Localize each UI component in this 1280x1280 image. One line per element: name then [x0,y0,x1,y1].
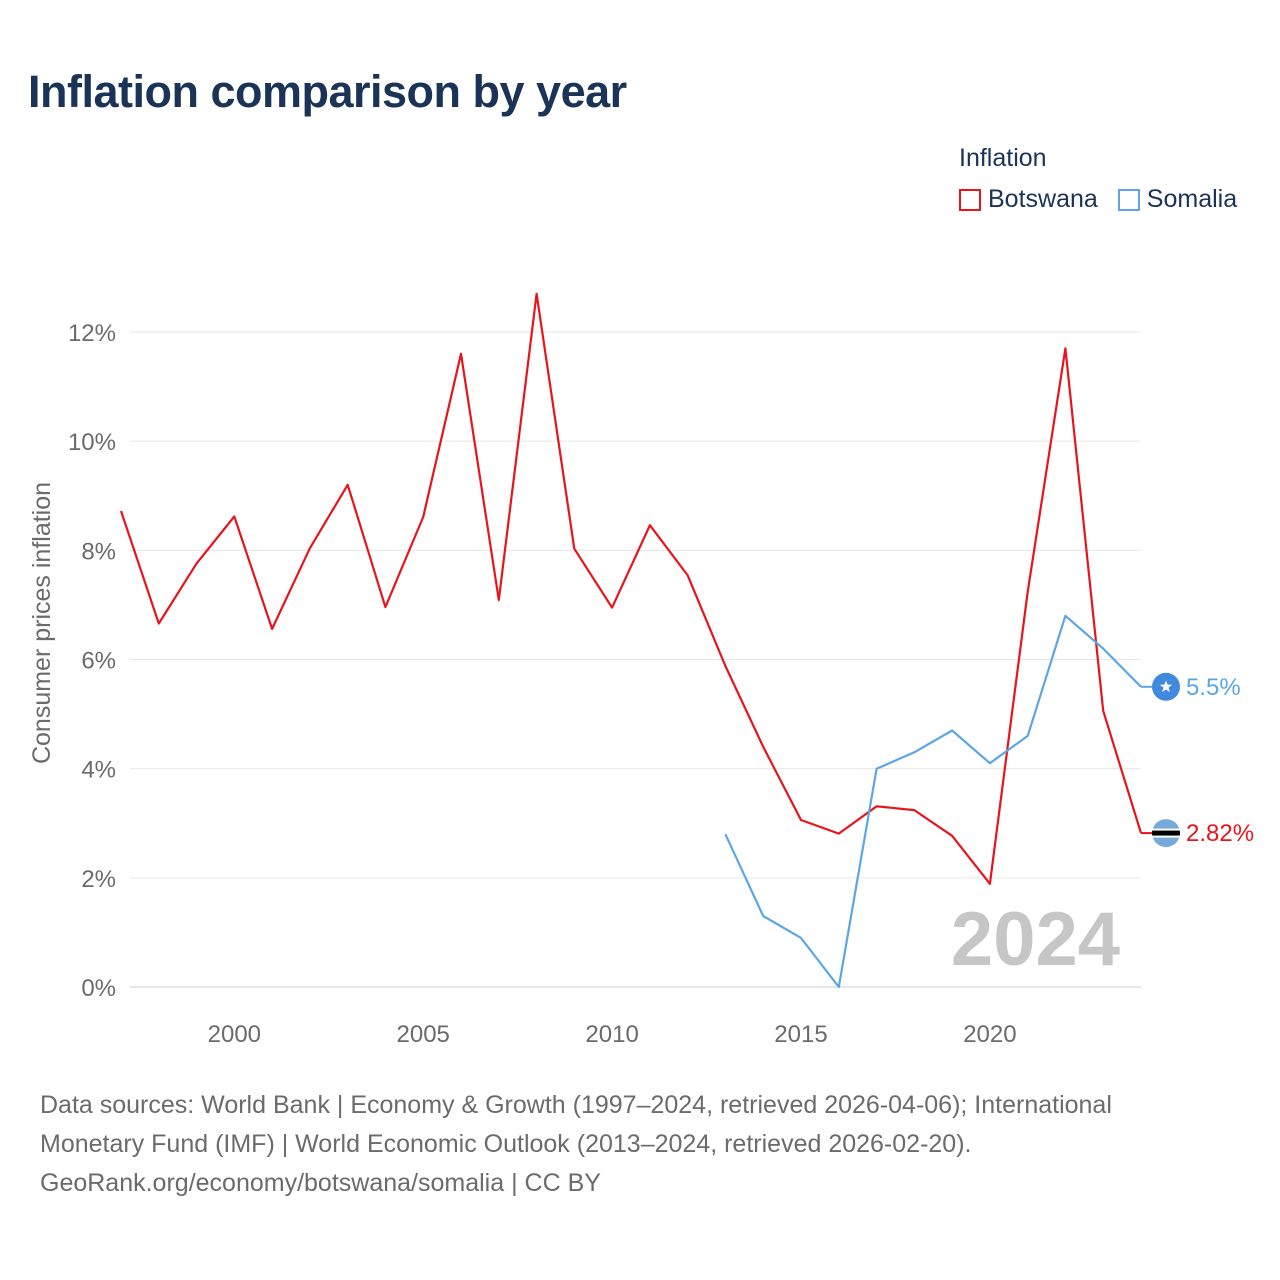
y-tick-label: 4% [81,757,116,784]
data-point-botswana[interactable] [533,290,541,298]
y-axis-title: Consumer prices inflation [28,482,56,764]
series-line-somalia[interactable] [724,614,1142,989]
data-point-botswana[interactable] [759,743,767,751]
data-point-botswana[interactable] [570,545,578,553]
data-point-botswana[interactable] [1099,707,1107,715]
flag-somalia-icon [1152,672,1180,701]
footer-line-3: GeoRank.org/economy/botswana/somalia | C… [40,1169,601,1197]
y-tick-label: 6% [81,648,116,675]
data-point-botswana[interactable] [419,513,427,521]
end-label-botswana: 2.82% [1186,820,1254,847]
data-point-somalia[interactable] [759,912,767,920]
legend: Botswana Somalia [959,185,1237,214]
data-point-somalia[interactable] [1061,612,1069,620]
data-point-botswana[interactable] [457,350,465,358]
data-point-botswana[interactable] [1061,344,1069,352]
data-point-botswana[interactable] [948,832,956,840]
y-axis-ticks: 0% 2% 4% 6% 8% 10% 12% [68,320,116,1002]
series-line-botswana[interactable] [119,292,1143,885]
data-point-somalia[interactable] [721,830,729,838]
data-point-botswana[interactable] [608,604,616,612]
data-point-somalia[interactable] [873,765,881,773]
grid-lines [130,331,1141,879]
series-layer [117,290,1143,991]
data-point-somalia[interactable] [1099,645,1107,653]
data-point-botswana[interactable] [910,806,918,814]
legend-swatch-botswana [959,188,981,211]
data-point-botswana[interactable] [1024,588,1032,596]
x-axis-ticks: 2000 2005 2010 2015 2020 [208,1021,1017,1048]
data-point-botswana[interactable] [721,662,729,670]
data-point-botswana[interactable] [684,571,692,579]
data-point-somalia[interactable] [948,726,956,734]
data-point-botswana[interactable] [381,603,389,611]
data-point-somalia[interactable] [910,748,918,756]
line-chart: 0% 2% 4% 6% 8% 10% 12% 2000 2005 2010 2015 2020 Co… [28,290,1254,1048]
data-point-somalia[interactable] [835,983,843,991]
data-point-somalia[interactable] [986,759,994,767]
footer-sources: Data sources: World Bank | Economy & Gro… [40,1086,1240,1203]
data-point-botswana[interactable] [646,521,654,529]
data-point-somalia[interactable] [1024,732,1032,740]
data-point-botswana[interactable] [495,596,503,604]
data-point-botswana[interactable] [797,816,805,824]
chart-title: Inflation comparison by year [28,66,627,117]
footer-line-1: Data sources: World Bank | Economy & Gro… [40,1091,1112,1119]
data-point-botswana[interactable] [268,625,276,633]
legend-item-somalia[interactable]: Somalia [1117,185,1238,214]
y-tick-label: 0% [81,975,116,1002]
legend-swatch-somalia [1117,188,1140,211]
x-tick-label: 2020 [963,1021,1016,1048]
data-point-botswana[interactable] [835,830,843,838]
data-point-botswana[interactable] [344,481,352,489]
end-label-somalia: 5.5% [1186,674,1241,701]
x-tick-label: 2015 [774,1021,827,1048]
legend-label-somalia: Somalia [1146,185,1238,213]
data-point-botswana[interactable] [306,544,314,552]
y-tick-label: 8% [81,538,116,565]
x-tick-label: 2005 [397,1021,450,1048]
x-tick-label: 2000 [208,1021,261,1048]
data-point-botswana[interactable] [230,512,238,520]
data-point-botswana[interactable] [117,507,125,515]
x-tick-label: 2010 [585,1021,638,1048]
data-point-botswana[interactable] [873,802,881,810]
legend-label-botswana: Botswana [988,185,1098,213]
legend-item-botswana[interactable]: Botswana [959,185,1098,214]
y-tick-label: 2% [81,866,116,893]
y-tick-label: 12% [68,320,116,347]
y-tick-label: 10% [68,429,116,456]
legend-title: Inflation [959,144,1047,172]
data-point-somalia[interactable] [797,934,805,942]
flag-botswana-icon [1152,819,1180,848]
end-labels: 2.82% 5.5% [1141,672,1254,848]
footer-line-2: Monetary Fund (IMF) | World Economic Out… [40,1130,972,1158]
year-watermark: 2024 [951,897,1120,982]
data-point-botswana[interactable] [193,559,201,567]
data-point-botswana[interactable] [155,619,163,627]
data-point-botswana[interactable] [986,880,994,888]
